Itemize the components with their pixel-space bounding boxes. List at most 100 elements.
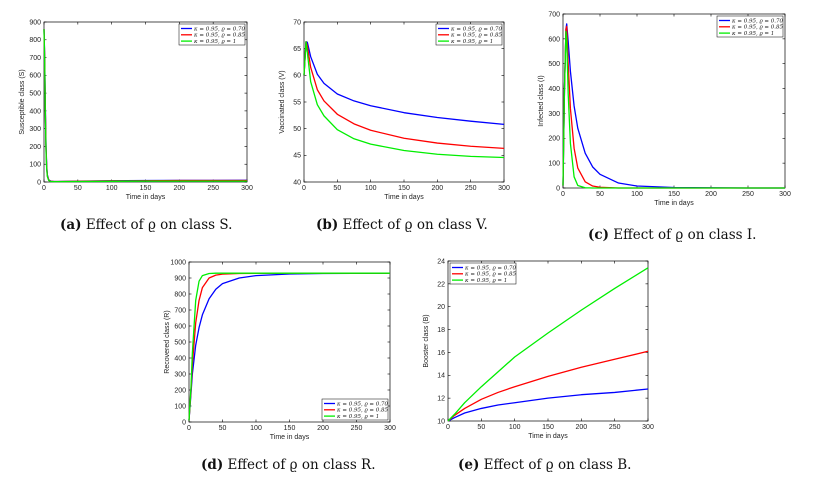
y-tick-label: 300 xyxy=(174,371,186,378)
y-tick-label: 700 xyxy=(548,11,560,18)
y-tick-label: 16 xyxy=(437,350,445,357)
legend-box xyxy=(716,15,784,38)
legend-label: κ = 0.95, ϱ = 1 xyxy=(336,414,379,420)
x-tick-label: 200 xyxy=(705,191,717,198)
series-line-2 xyxy=(188,272,390,421)
y-tick-label: 500 xyxy=(548,61,560,68)
y-tick-label: 200 xyxy=(174,387,186,394)
y-tick-label: 12 xyxy=(437,396,445,403)
series-line-0 xyxy=(447,388,649,422)
y-tick-label: 700 xyxy=(29,55,41,62)
y-tick-label: 200 xyxy=(29,144,41,151)
chart-c: 0 50 100 150 200 250 300 0 100 200 300 400 500 600 700… xyxy=(538,11,791,207)
legend-label: κ = 0.95, ϱ = 0.70 xyxy=(464,265,517,271)
legend-label: κ = 0.95, ϱ = 0.85 xyxy=(450,33,503,39)
legend-label: κ = 0.95, ϱ = 1 xyxy=(464,278,507,284)
y-tick-label: 40 xyxy=(293,179,301,186)
legend-label: κ = 0.95, ϱ = 1 xyxy=(193,39,236,45)
legend-label: κ = 0.95, ϱ = 0.70 xyxy=(193,26,246,32)
y-axis-label: Vaccinated class (V) xyxy=(279,70,286,133)
caption-b: (b) Effect of ϱ on class V. xyxy=(316,217,488,233)
x-tick-label: 0 xyxy=(446,424,450,431)
y-tick-label: 50 xyxy=(293,126,301,133)
x-tick-label: 300 xyxy=(642,424,654,431)
y-tick-label: 22 xyxy=(437,281,445,288)
y-tick-label: 200 xyxy=(548,136,560,143)
x-tick-label: 100 xyxy=(365,185,377,192)
y-tick-label: 100 xyxy=(29,162,41,169)
legend-label: κ = 0.95, ϱ = 0.85 xyxy=(336,408,389,414)
x-tick-label: 250 xyxy=(465,185,477,192)
y-tick-label: 55 xyxy=(293,99,301,106)
legend-box xyxy=(435,23,503,46)
x-tick-label: 300 xyxy=(779,191,791,198)
legend-box xyxy=(449,262,517,285)
y-tick-label: 0 xyxy=(37,179,41,186)
y-axis-label: Booster class (B) xyxy=(423,314,430,367)
y-tick-label: 600 xyxy=(174,323,186,330)
x-tick-label: 150 xyxy=(668,191,680,198)
x-axis-label: Time in days xyxy=(384,194,424,201)
caption-d: (d) Effect of ϱ on class R. xyxy=(201,457,376,473)
y-tick-label: 300 xyxy=(29,126,41,133)
legend-label: κ = 0.95, ϱ = 0.85 xyxy=(731,25,784,31)
legend: κ = 0.95, ϱ = 0.70κ = 0.95, ϱ = 0.85κ = … xyxy=(178,23,246,46)
legend-box xyxy=(178,23,246,46)
plot-frame xyxy=(188,261,391,423)
legend: κ = 0.95, ϱ = 0.70κ = 0.95, ϱ = 0.85κ = … xyxy=(435,23,503,46)
y-axis-label: Susceptible class (S) xyxy=(19,69,26,134)
series-line-2 xyxy=(447,267,649,422)
x-tick-label: 150 xyxy=(284,425,296,432)
y-tick-label: 300 xyxy=(548,111,560,118)
y-tick-label: 900 xyxy=(29,19,41,26)
y-tick-label: 45 xyxy=(293,153,301,160)
plot-frame xyxy=(562,13,786,189)
x-tick-label: 150 xyxy=(398,185,410,192)
legend: κ = 0.95, ϱ = 0.70κ = 0.95, ϱ = 0.85κ = … xyxy=(321,398,389,421)
x-tick-label: 250 xyxy=(351,425,363,432)
x-tick-label: 0 xyxy=(302,185,306,192)
y-tick-label: 100 xyxy=(548,161,560,168)
x-tick-label: 0 xyxy=(561,191,565,198)
x-tick-label: 0 xyxy=(42,185,46,192)
legend-label: κ = 0.95, ϱ = 0.70 xyxy=(336,401,389,407)
y-tick-label: 1000 xyxy=(170,259,186,266)
x-tick-label: 100 xyxy=(250,425,262,432)
x-axis-label: Time in days xyxy=(528,433,568,440)
x-tick-label: 100 xyxy=(509,424,521,431)
x-tick-label: 200 xyxy=(575,424,587,431)
y-tick-label: 800 xyxy=(29,37,41,44)
y-tick-label: 24 xyxy=(437,258,445,265)
plot-frame xyxy=(43,21,248,183)
x-tick-label: 50 xyxy=(477,424,485,431)
x-tick-label: 50 xyxy=(333,185,341,192)
y-tick-label: 600 xyxy=(548,36,560,43)
x-axis-label: Time in days xyxy=(126,194,166,201)
y-tick-label: 500 xyxy=(29,91,41,98)
x-tick-label: 200 xyxy=(317,425,329,432)
y-tick-label: 700 xyxy=(174,307,186,314)
x-tick-label: 300 xyxy=(241,185,253,192)
y-tick-label: 0 xyxy=(556,185,560,192)
legend: κ = 0.95, ϱ = 0.70κ = 0.95, ϱ = 0.85κ = … xyxy=(716,15,784,38)
x-tick-label: 0 xyxy=(187,425,191,432)
y-tick-label: 18 xyxy=(437,327,445,334)
legend-label: κ = 0.95, ϱ = 0.70 xyxy=(450,26,503,32)
x-tick-label: 300 xyxy=(498,185,510,192)
x-tick-label: 300 xyxy=(384,425,396,432)
y-tick-label: 400 xyxy=(29,108,41,115)
chart-b: 0 50 100 150 200 250 300 40 45 50 55 60 65 70 Time in … xyxy=(279,19,510,201)
y-tick-label: 65 xyxy=(293,46,301,53)
plot-frame xyxy=(303,21,505,183)
series-line-1 xyxy=(303,41,505,150)
chart-e: 0 50 100 150 200 250 300 10 12 14 16 18 20 22 24 Time i… xyxy=(423,258,654,440)
chart-a: 0 50 100 150 200 250 300 0 100 200 300 400 500 600 700… xyxy=(19,19,253,201)
x-tick-label: 150 xyxy=(542,424,554,431)
x-tick-label: 50 xyxy=(219,425,227,432)
y-tick-label: 20 xyxy=(437,304,445,311)
y-tick-label: 800 xyxy=(174,291,186,298)
legend-box xyxy=(321,398,389,421)
series-line-0 xyxy=(303,41,505,126)
x-tick-label: 250 xyxy=(207,185,219,192)
